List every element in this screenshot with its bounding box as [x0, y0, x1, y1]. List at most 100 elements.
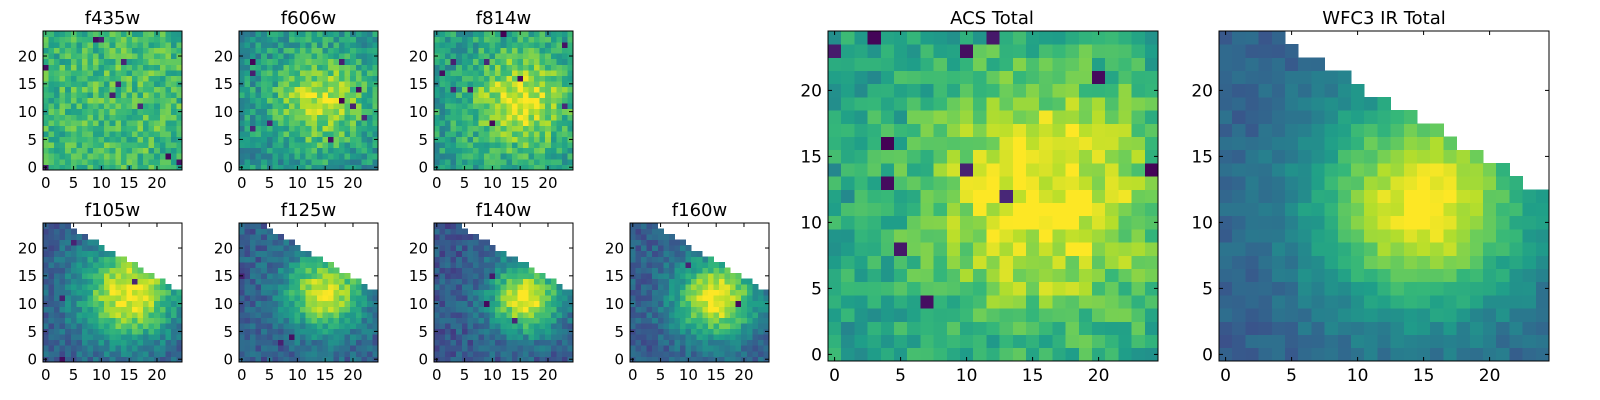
- heatmap-cell: [70, 58, 77, 65]
- heatmap-cell: [361, 339, 368, 346]
- heatmap-cell: [311, 300, 318, 307]
- heatmap-cell: [54, 278, 61, 285]
- heatmap-cell: [495, 261, 502, 268]
- heatmap-cell: [109, 36, 116, 43]
- axes-frame: [238, 222, 379, 363]
- heatmap-cell: [511, 350, 518, 357]
- heatmap-cell: [277, 245, 284, 252]
- heatmap-cell: [472, 267, 479, 274]
- heatmap-cell: [366, 69, 373, 76]
- heatmap-cell: [506, 53, 513, 60]
- heatmap-cell: [344, 125, 351, 132]
- heatmap-cell: [1026, 255, 1040, 269]
- heatmap-cell: [539, 345, 546, 352]
- heatmap-cell: [361, 356, 368, 363]
- heatmap-cell: [126, 92, 133, 99]
- heatmap-cell: [165, 311, 172, 318]
- heatmap-cell: [126, 64, 133, 71]
- heatmap-cell: [261, 239, 268, 246]
- heatmap-cell: [1012, 295, 1027, 309]
- heatmap-cell: [372, 311, 379, 318]
- heatmap-cell: [691, 328, 698, 335]
- heatmap-cell: [120, 36, 127, 43]
- heatmap-cell: [561, 142, 568, 149]
- heatmap-cell: [920, 44, 934, 58]
- heatmap-cell: [456, 97, 463, 104]
- heatmap-cell: [261, 131, 268, 138]
- heatmap-cell: [165, 317, 172, 324]
- y-tick-label: 20: [18, 47, 37, 65]
- heatmap-cell: [170, 295, 177, 302]
- heatmap-cell: [746, 334, 753, 341]
- heatmap-cell: [539, 317, 546, 324]
- heatmap-cell: [478, 284, 485, 291]
- heatmap-cell: [131, 125, 138, 132]
- heatmap-cell: [456, 114, 463, 121]
- heatmap-cell: [434, 239, 440, 246]
- heatmap-cell: [894, 229, 908, 243]
- heatmap-cell: [635, 289, 642, 296]
- heatmap-cell: [98, 42, 105, 49]
- heatmap-cell: [556, 345, 563, 352]
- heatmap-cell: [54, 108, 61, 115]
- heatmap-cell: [506, 69, 513, 76]
- heatmap-cell: [713, 350, 720, 357]
- heatmap-cell: [277, 69, 284, 76]
- heatmap-cell: [724, 323, 731, 330]
- heatmap-cell: [93, 125, 99, 132]
- heatmap-cell: [511, 69, 518, 76]
- heatmap-cell: [93, 153, 99, 160]
- heatmap-cell: [489, 273, 496, 279]
- heatmap-cell: [289, 47, 295, 54]
- heatmap-cell: [277, 273, 284, 279]
- heatmap-cell: [450, 245, 457, 252]
- heatmap-cell: [104, 289, 111, 296]
- heatmap-cell: [137, 267, 144, 274]
- heatmap-cell: [159, 284, 166, 291]
- heatmap-cell: [522, 300, 529, 307]
- heatmap-cell: [327, 125, 334, 132]
- heatmap-cell: [316, 284, 323, 291]
- heatmap-cell: [305, 158, 312, 165]
- heatmap-cell: [973, 255, 987, 269]
- heatmap-cell: [261, 58, 268, 65]
- heatmap-cell: [500, 114, 507, 121]
- heatmap-cell: [1390, 295, 1405, 309]
- heatmap-cell: [339, 75, 346, 82]
- heatmap-cell: [361, 69, 368, 76]
- heatmap-cell: [467, 119, 474, 126]
- heatmap-cell: [1430, 255, 1444, 269]
- heatmap-cell: [1377, 334, 1391, 349]
- heatmap-cell: [115, 317, 122, 324]
- heatmap-cell: [484, 92, 490, 99]
- heatmap-cell: [137, 42, 144, 49]
- heatmap-cell: [137, 317, 144, 324]
- heatmap-cell: [104, 125, 111, 132]
- heatmap-cell: [867, 347, 882, 362]
- heatmap-cell: [489, 267, 496, 274]
- heatmap-cell: [702, 284, 709, 291]
- heatmap-cell: [933, 83, 948, 98]
- heatmap-cell: [1105, 255, 1119, 269]
- axes-frame: [629, 222, 770, 363]
- heatmap-cell: [641, 261, 648, 268]
- heatmap-cell: [718, 317, 725, 324]
- heatmap-cell: [1245, 347, 1259, 362]
- heatmap-cell: [439, 323, 446, 330]
- heatmap-cell: [277, 164, 284, 171]
- heatmap-cell: [1417, 242, 1431, 256]
- heatmap-cell: [98, 261, 105, 268]
- heatmap-cell: [635, 261, 642, 268]
- heatmap-cell: [109, 103, 116, 110]
- heatmap-cell: [266, 267, 273, 274]
- heatmap-cell: [344, 334, 351, 341]
- heatmap-cell: [143, 92, 150, 99]
- heatmap-cell: [48, 323, 55, 330]
- heatmap-cell: [76, 119, 83, 126]
- heatmap-cell: [467, 36, 474, 43]
- heatmap-cell: [81, 234, 88, 241]
- heatmap-cell: [239, 75, 245, 82]
- heatmap-cell: [87, 36, 94, 43]
- heatmap-cell: [461, 42, 468, 49]
- heatmap-cell: [165, 53, 172, 60]
